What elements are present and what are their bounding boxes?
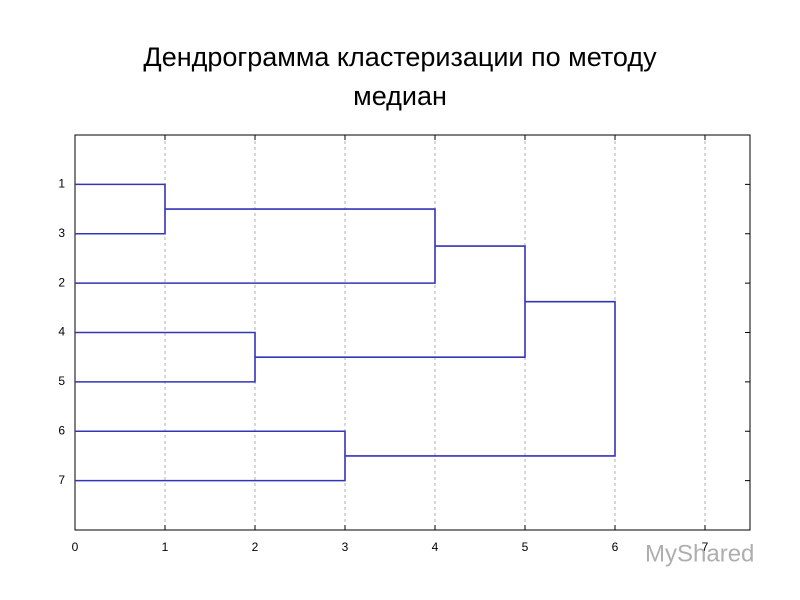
dendrogram-link — [255, 245, 526, 358]
x-tick-label: 1 — [162, 540, 169, 554]
chart-title: Дендрограмма кластеризации по методу мед… — [143, 42, 657, 111]
x-tick-label: 6 — [612, 540, 619, 554]
x-tick-label: 5 — [522, 540, 529, 554]
x-tick-label: 3 — [342, 540, 349, 554]
leaf-label: 7 — [58, 473, 65, 487]
x-tick-label: 4 — [432, 540, 439, 554]
dendrogram-link — [75, 430, 346, 482]
leaf-label: 2 — [58, 275, 65, 289]
watermark: MyShared — [645, 540, 754, 567]
x-tick-label: 2 — [252, 540, 259, 554]
x-tick-label: 0 — [72, 540, 79, 554]
leaf-label: 5 — [58, 374, 65, 388]
leaf-label: 4 — [58, 325, 65, 339]
x-tick-label: 7 — [702, 540, 709, 554]
dendrogram-link — [345, 300, 616, 457]
leaf-label: 3 — [58, 226, 65, 240]
dendrogram-link — [75, 183, 166, 235]
leaf-label: 1 — [58, 177, 65, 191]
leaf-label: 6 — [58, 423, 65, 437]
